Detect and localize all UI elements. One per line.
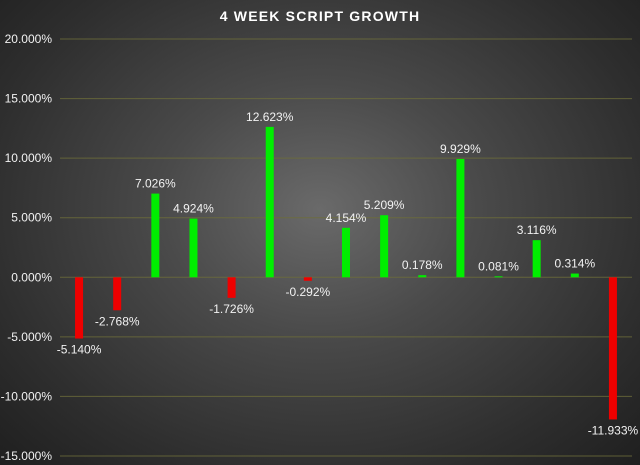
bar — [75, 277, 84, 339]
data-label: 4.154% — [326, 211, 367, 225]
bar — [227, 277, 236, 298]
data-label: 3.116% — [517, 223, 557, 237]
y-tick-label: -10.000% — [1, 389, 53, 403]
data-label: 0.314% — [554, 257, 595, 271]
y-tick-label: -5.000% — [7, 330, 52, 344]
y-tick-label: 20.000% — [5, 32, 53, 46]
bar — [265, 126, 274, 278]
bar — [456, 158, 465, 278]
data-label: -2.768% — [95, 314, 140, 328]
data-label: 7.026% — [135, 177, 176, 191]
bar — [608, 277, 617, 420]
y-tick-label: 0.000% — [11, 270, 52, 284]
bar — [189, 218, 198, 278]
data-label: 4.924% — [173, 202, 214, 216]
bar — [342, 227, 350, 278]
data-label: 9.929% — [440, 142, 481, 156]
bar — [570, 273, 579, 278]
data-label: 0.081% — [478, 259, 519, 273]
data-label: -0.292% — [286, 285, 331, 299]
y-tick-label: 10.000% — [5, 151, 53, 165]
chart-title: 4 WEEK SCRIPT GROWTH — [219, 8, 421, 24]
data-labels: -5.140% -2.768% 7.026% 4.924% -1.726% 12.623%… — [57, 110, 639, 438]
data-label: -5.140% — [57, 343, 102, 357]
y-tick-label: 5.000% — [11, 211, 52, 225]
y-axis-ticks: 20.000% 15.000% 10.000% 5.000% 0.000% -5.000%… — [1, 32, 53, 463]
bar — [151, 193, 160, 278]
data-label: -11.933% — [588, 423, 639, 437]
bars — [75, 126, 617, 420]
bar — [113, 277, 122, 311]
bar — [532, 240, 541, 278]
data-label: 12.623% — [246, 110, 294, 124]
bar — [418, 275, 427, 278]
bar — [494, 276, 503, 278]
y-tick-label: 15.000% — [5, 92, 53, 106]
bar — [380, 215, 389, 278]
data-label: 5.209% — [364, 198, 405, 212]
bar — [303, 277, 312, 281]
data-label: -1.726% — [209, 302, 254, 316]
data-label: 0.178% — [402, 258, 443, 272]
y-tick-label: -15.000% — [1, 449, 53, 463]
